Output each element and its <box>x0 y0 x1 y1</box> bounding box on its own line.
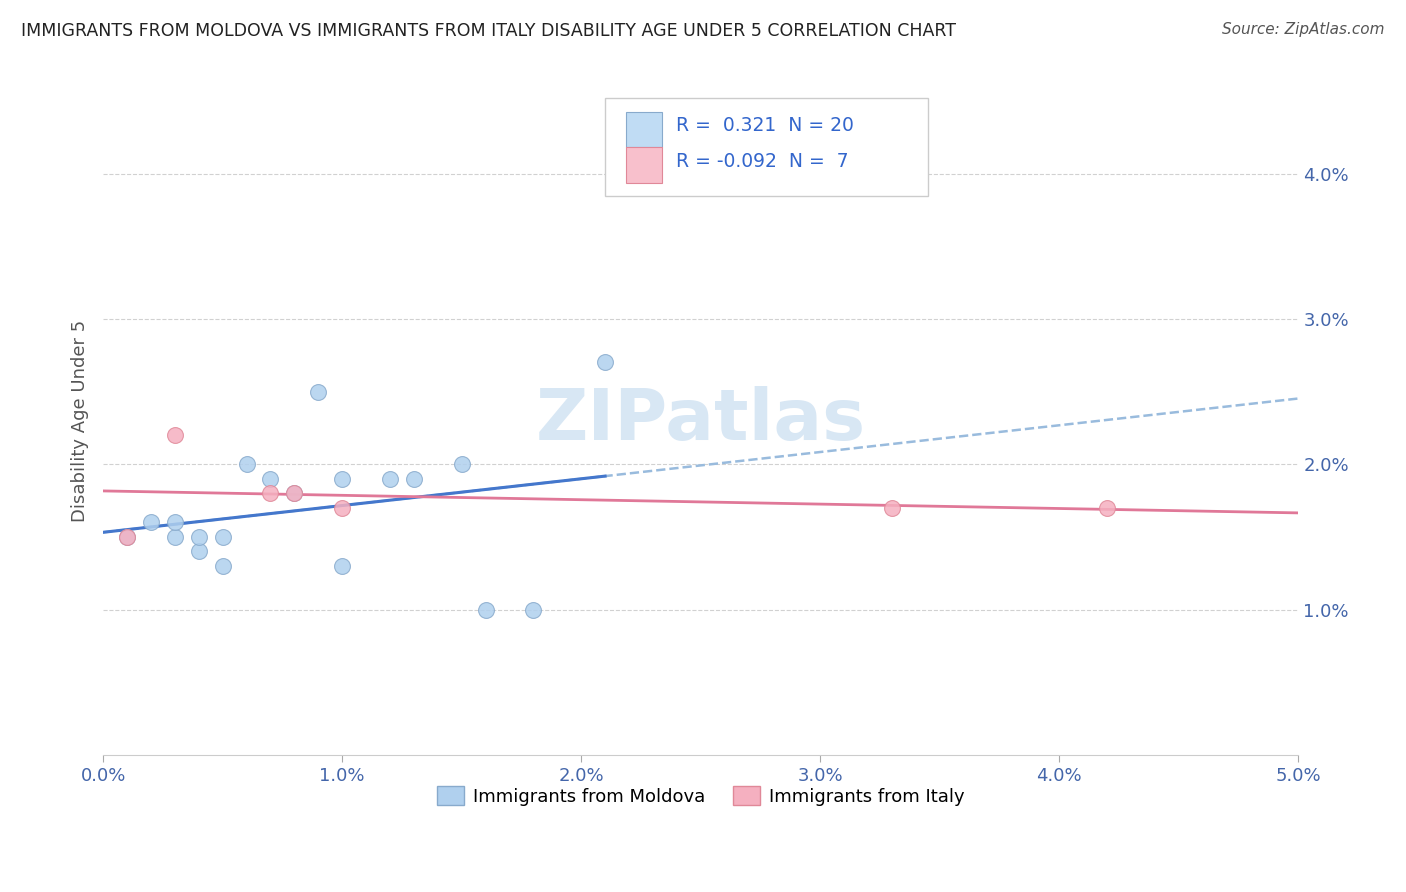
Point <box>235 457 257 471</box>
Point <box>474 602 496 616</box>
Y-axis label: Disability Age Under 5: Disability Age Under 5 <box>72 319 89 522</box>
Point <box>307 384 329 399</box>
Point <box>187 544 209 558</box>
Point <box>283 486 305 500</box>
Point <box>330 500 353 515</box>
Point <box>450 457 472 471</box>
Point <box>259 472 281 486</box>
Text: R = -0.092  N =  7: R = -0.092 N = 7 <box>676 152 849 170</box>
Text: ZIPatlas: ZIPatlas <box>536 386 866 455</box>
Point <box>139 516 162 530</box>
Point <box>115 530 138 544</box>
Text: R =  0.321  N = 20: R = 0.321 N = 20 <box>676 116 855 135</box>
Point <box>330 558 353 573</box>
Point <box>330 472 353 486</box>
Point <box>880 500 903 515</box>
Legend: Immigrants from Moldova, Immigrants from Italy: Immigrants from Moldova, Immigrants from… <box>430 779 972 813</box>
Point <box>259 486 281 500</box>
Point <box>163 428 186 442</box>
Text: IMMIGRANTS FROM MOLDOVA VS IMMIGRANTS FROM ITALY DISABILITY AGE UNDER 5 CORRELAT: IMMIGRANTS FROM MOLDOVA VS IMMIGRANTS FR… <box>21 22 956 40</box>
Point <box>163 530 186 544</box>
Point <box>378 472 401 486</box>
Text: Source: ZipAtlas.com: Source: ZipAtlas.com <box>1222 22 1385 37</box>
Point <box>211 558 233 573</box>
Point <box>593 355 616 369</box>
Point <box>283 486 305 500</box>
Point <box>163 516 186 530</box>
Point <box>115 530 138 544</box>
Point <box>1095 500 1118 515</box>
Point <box>522 602 544 616</box>
Point <box>211 530 233 544</box>
Point <box>402 472 425 486</box>
Point <box>187 530 209 544</box>
